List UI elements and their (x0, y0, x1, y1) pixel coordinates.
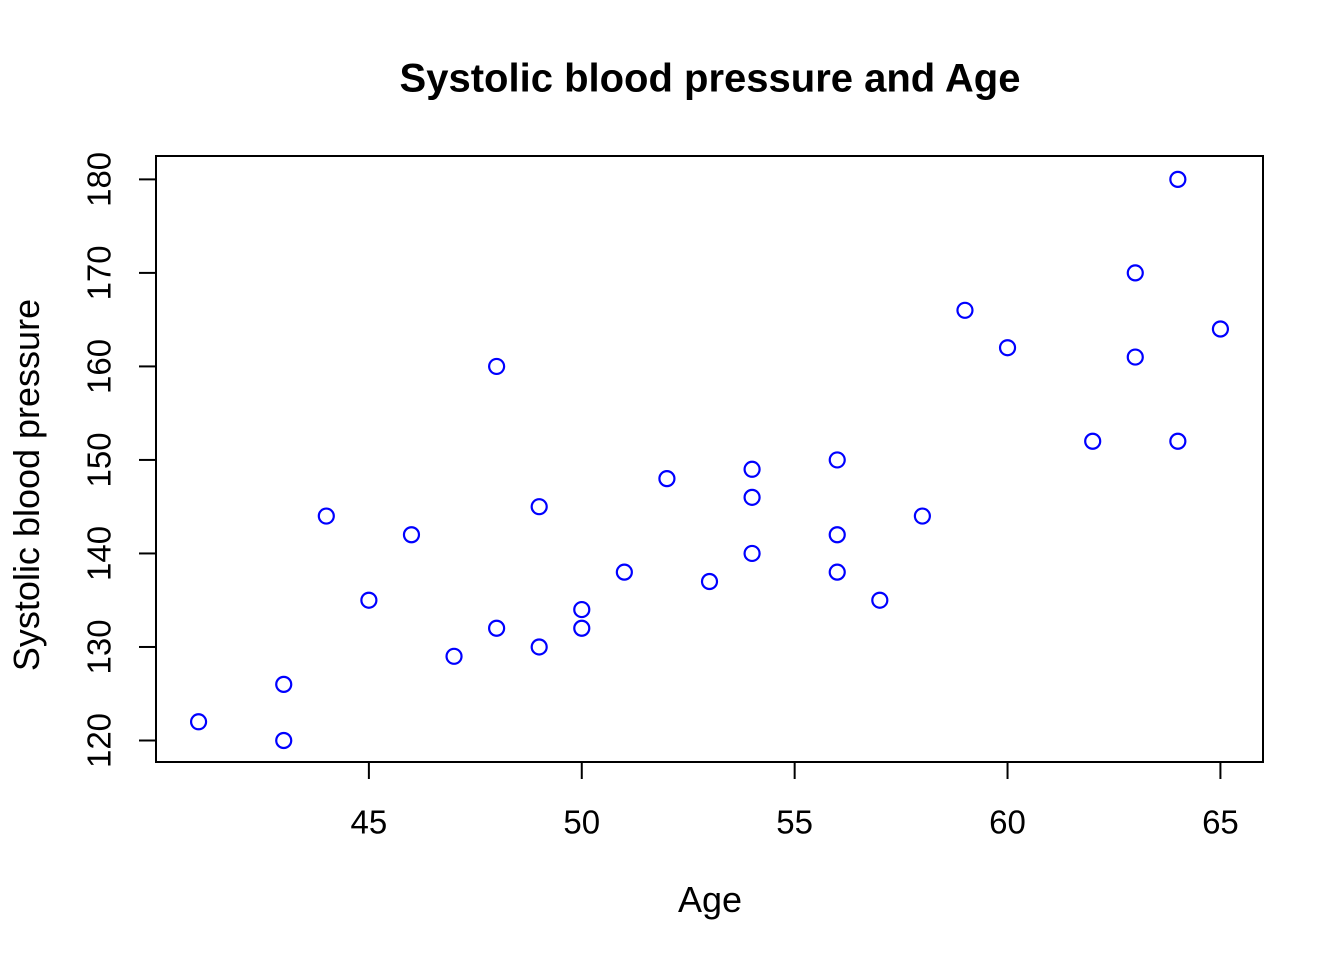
data-point (445, 647, 463, 665)
data-point (402, 526, 421, 544)
data-point (913, 507, 931, 525)
data-point (275, 731, 293, 750)
data-point (573, 600, 591, 619)
y-tick-label: 150 (81, 432, 118, 487)
data-point (1126, 348, 1144, 366)
data-point (743, 544, 761, 563)
data-point (956, 301, 974, 319)
data-point (828, 451, 846, 469)
y-tick-label: 160 (81, 339, 118, 394)
data-point (1169, 170, 1187, 188)
data-point (573, 619, 591, 637)
data-point (658, 470, 676, 488)
data-point (1169, 432, 1187, 450)
data-point (743, 488, 761, 506)
y-tick-label: 130 (81, 619, 118, 674)
data-point (828, 526, 846, 544)
y-tick-label: 180 (81, 152, 118, 207)
data-point (488, 619, 506, 637)
data-point (998, 339, 1017, 357)
data-point (275, 675, 293, 693)
x-axis-label: Age (677, 879, 743, 920)
x-tick-label: 45 (351, 804, 388, 841)
data-point (530, 638, 548, 656)
x-tick-label: 55 (776, 804, 813, 841)
plot-border (155, 155, 1264, 763)
data-point (700, 572, 719, 591)
x-tick-label: 50 (563, 804, 600, 841)
data-point (317, 507, 335, 525)
data-point (1126, 264, 1144, 282)
data-point (360, 591, 378, 609)
y-axis-label: Systolic blood pressure (6, 298, 47, 672)
data-point (189, 713, 208, 731)
data-point (743, 460, 761, 478)
y-tick-label: 140 (81, 526, 118, 581)
chart-title: Systolic blood pressure and Age (399, 56, 1021, 101)
data-point (1211, 320, 1230, 338)
data-point (488, 357, 506, 376)
x-tick-label: 65 (1202, 804, 1239, 841)
data-point (615, 563, 633, 581)
data-point (530, 498, 548, 516)
x-tick-label: 60 (989, 804, 1026, 841)
data-point (828, 563, 846, 581)
data-point (1084, 432, 1102, 450)
y-tick-label: 170 (81, 245, 118, 300)
data-point (871, 591, 889, 609)
y-tick-label: 120 (81, 713, 118, 768)
